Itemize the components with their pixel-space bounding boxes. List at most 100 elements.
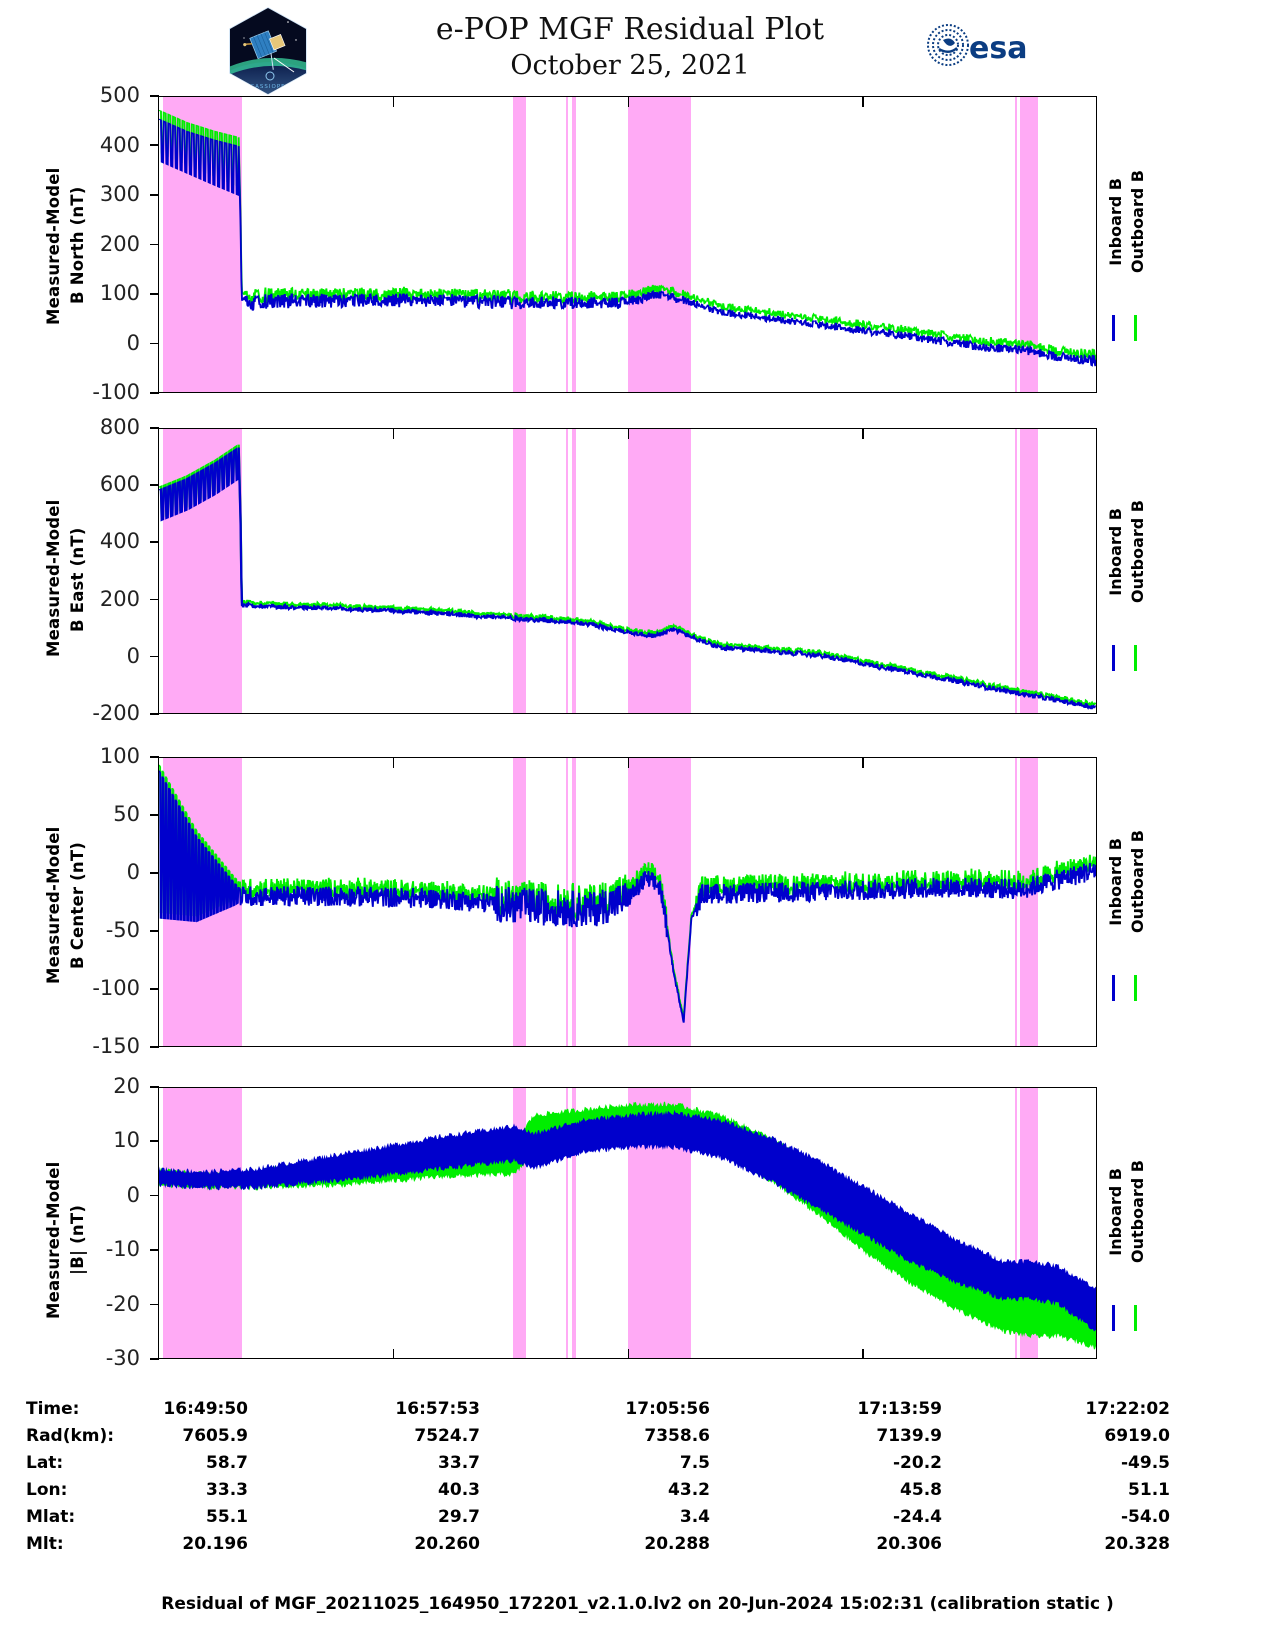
shaded-band	[1020, 758, 1038, 1046]
table-cell: 17:13:59	[857, 1399, 942, 1419]
shaded-band	[1015, 429, 1018, 713]
y-tick-mark	[150, 541, 159, 543]
table-row: Mlt: 20.196 20.260 20.288 20.306 20.328	[0, 1534, 1275, 1561]
table-cell: 20.306	[876, 1534, 942, 1554]
x-tick-mark	[627, 758, 630, 768]
table-row-label: Lon:	[26, 1480, 68, 1500]
table-row-label: Rad(km):	[26, 1426, 115, 1446]
x-tick-mark	[862, 97, 864, 107]
table-cell: -54.0	[1121, 1507, 1170, 1527]
table-cell: 33.3	[206, 1480, 248, 1500]
x-tick-mark	[392, 429, 395, 439]
table-row: Lon: 33.3 40.3 43.2 45.8 51.1	[0, 1480, 1275, 1507]
panel-b-east-yaxis: 800 600 400 200 0 -200	[0, 415, 159, 725]
table-cell: 20.260	[414, 1534, 480, 1554]
x-tick-mark	[862, 758, 864, 768]
shaded-band	[565, 1088, 569, 1358]
panel-b-center-legend: Inboard B Outboard B	[1104, 830, 1164, 1030]
panel-b-magnitude-traces	[159, 1101, 1096, 1350]
legend-outboard-label: Outboard B	[1128, 1160, 1147, 1263]
panel-b-center-yaxis: 100 50 0 -50 -100 -150	[0, 744, 159, 1058]
legend-outboard-swatch	[1134, 975, 1137, 1001]
y-tick-label: 600	[99, 472, 140, 497]
y-tick-mark	[150, 872, 159, 874]
x-tick-mark	[862, 1349, 864, 1359]
y-tick-mark	[150, 193, 159, 196]
panel-b-north-yaxis: 500 400 300 200 100 0 -100	[0, 83, 159, 404]
y-tick-mark	[150, 756, 159, 758]
panel-b-north	[158, 96, 1097, 393]
table-cell: -20.2	[893, 1453, 942, 1473]
y-tick-label: 100	[99, 281, 140, 305]
table-cell: 7139.9	[876, 1426, 942, 1446]
y-tick-mark	[150, 930, 159, 932]
table-cell: 7524.7	[414, 1426, 480, 1446]
y-tick-mark	[150, 713, 159, 715]
table-cell: 20.288	[644, 1534, 710, 1554]
panel-b-north-plotarea	[159, 97, 1096, 392]
y-tick-label: 200	[99, 231, 140, 256]
panel-b-north-legend: Inboard B Outboard B	[1104, 170, 1164, 370]
shaded-band	[565, 97, 569, 392]
y-tick-mark	[150, 1194, 159, 1197]
legend-inboard-swatch	[1112, 315, 1115, 341]
legend-inboard-label: Inboard B	[1106, 508, 1125, 596]
table-row: Rad(km): 7605.9 7524.7 7358.6 7139.9 6919.0	[0, 1426, 1275, 1453]
shaded-band	[1015, 758, 1018, 1046]
panel-b-magnitude	[158, 1087, 1097, 1359]
y-tick-label: 300	[99, 182, 140, 206]
table-cell: 17:05:56	[625, 1399, 710, 1419]
shaded-band	[1020, 429, 1038, 713]
y-tick-label: -150	[92, 1034, 140, 1058]
shaded-band	[627, 97, 692, 392]
cassiope-mission-logo-icon: CASSIOPE	[224, 6, 312, 96]
shaded-band	[1015, 97, 1018, 392]
panel-b-magnitude-yaxis: 20 10 0 -10 -20 -30	[0, 1074, 159, 1370]
panel-b-east-plotarea	[159, 429, 1096, 713]
table-cell: 17:22:02	[1085, 1399, 1170, 1419]
y-tick-mark	[150, 988, 159, 990]
legend-inboard-swatch	[1112, 645, 1115, 671]
shaded-band	[1015, 1088, 1018, 1358]
table-cell: 20.328	[1104, 1534, 1170, 1554]
panel-b-east-legend: Inboard B Outboard B	[1104, 500, 1164, 700]
y-tick-mark	[150, 1140, 159, 1142]
y-tick-label: 50	[113, 802, 140, 826]
y-tick-label: 500	[99, 83, 140, 107]
y-tick-mark	[150, 1086, 159, 1088]
shaded-band	[513, 97, 527, 392]
table-cell: 58.7	[206, 1453, 248, 1473]
footnote: Residual of MGF_20211025_164950_172201_v…	[161, 1594, 1114, 1614]
y-tick-mark	[150, 95, 159, 97]
x-tick-mark	[627, 97, 630, 107]
y-tick-label: -20	[105, 1291, 140, 1316]
y-tick-label: -30	[105, 1346, 140, 1370]
y-tick-label: 10	[113, 1128, 140, 1153]
y-tick-label: 0	[126, 860, 140, 884]
x-tick-mark	[627, 429, 630, 439]
page-header: CASSIOPE e-POP MGF Residual Plot October…	[0, 0, 1275, 95]
panel-b-magnitude-legend: Inboard B Outboard B	[1104, 1160, 1164, 1360]
legend-inboard-label: Inboard B	[1106, 838, 1125, 926]
y-tick-label: -100	[92, 976, 140, 1000]
y-tick-label: 0	[126, 330, 140, 355]
y-tick-mark	[150, 598, 159, 601]
y-tick-mark	[150, 243, 159, 246]
table-row-label: Lat:	[26, 1453, 64, 1473]
legend-outboard-swatch	[1134, 315, 1137, 341]
panel-b-center-plotarea	[159, 758, 1096, 1046]
y-tick-label: -100	[92, 380, 140, 404]
y-tick-mark	[150, 1046, 159, 1048]
y-tick-mark	[150, 144, 159, 147]
legend-outboard-swatch	[1134, 645, 1137, 671]
table-cell: 16:57:53	[395, 1399, 480, 1419]
panel-b-magnitude-plotarea	[159, 1088, 1096, 1358]
panel-b-center	[158, 757, 1097, 1047]
y-tick-mark	[150, 655, 159, 658]
y-tick-mark	[150, 1249, 159, 1251]
y-tick-label: 0	[126, 1182, 140, 1207]
shaded-band	[1020, 97, 1038, 392]
table-cell: 45.8	[900, 1480, 942, 1500]
page-title: e-POP MGF Residual Plot October 25, 2021	[330, 12, 930, 84]
shaded-band	[572, 429, 576, 713]
